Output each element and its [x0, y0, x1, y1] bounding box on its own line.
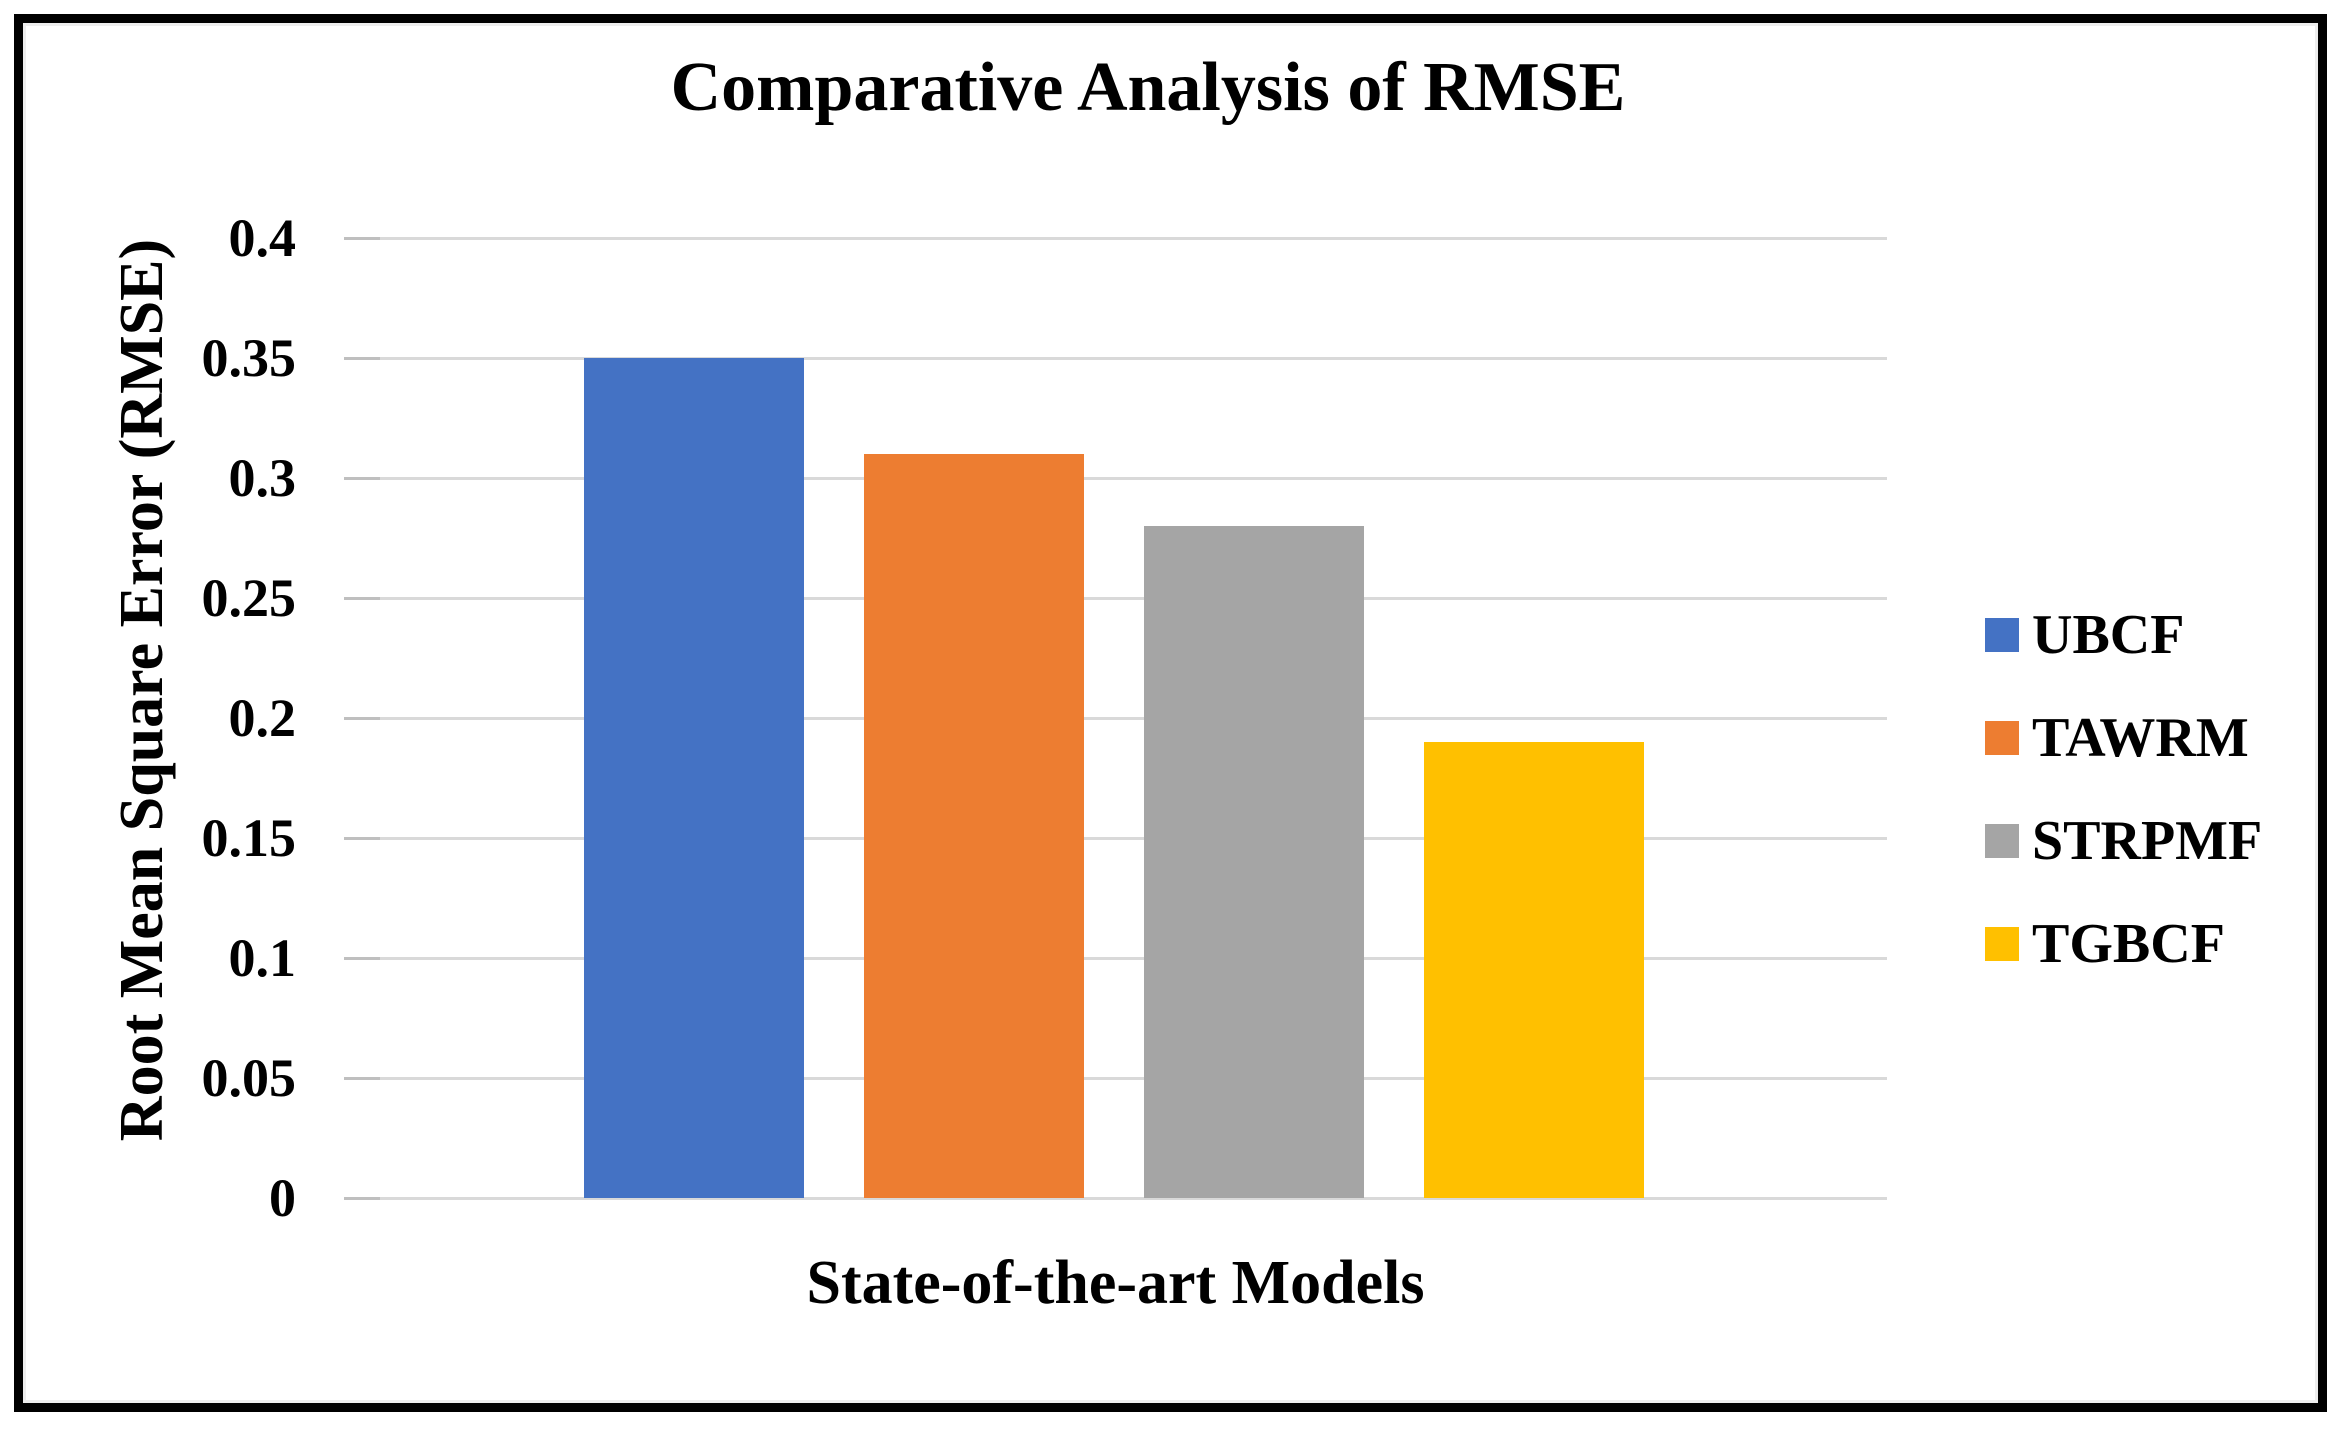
y-tick-label: 0.15 — [201, 808, 297, 868]
y-tick-mark — [344, 717, 380, 720]
plot-area — [344, 237, 1887, 1200]
gridline — [344, 237, 1887, 240]
y-tick-label: 0.4 — [228, 208, 297, 268]
y-tick-mark — [344, 237, 380, 240]
y-tick-mark — [344, 597, 380, 600]
y-tick-label: 0.25 — [201, 568, 297, 628]
figure-border — [14, 14, 2327, 1412]
gridline — [344, 357, 1887, 360]
legend-item-ubcf: UBCF — [1985, 604, 2262, 666]
y-tick-mark — [344, 1077, 380, 1080]
legend: UBCF TAWRM STRPMF TGBCF — [1985, 604, 2263, 975]
y-tick-mark — [344, 957, 380, 960]
x-axis-title: State-of-the-art Models — [806, 1249, 1425, 1317]
gridline — [344, 597, 1887, 600]
y-tick-label: 0.2 — [228, 688, 297, 748]
legend-swatch-ubcf — [1985, 618, 2019, 652]
legend-item-tgbcf: TGBCF — [1985, 913, 2262, 975]
y-tick-mark — [344, 477, 380, 480]
y-tick-label: 0.05 — [201, 1048, 297, 1108]
legend-swatch-strpmf — [1985, 824, 2019, 858]
y-tick-label: 0.3 — [228, 448, 297, 508]
gridline — [344, 477, 1887, 480]
chart-title: Comparative Analysis of RMSE — [670, 49, 1626, 126]
y-tick-label: 0.1 — [228, 928, 297, 988]
bar-strpmf — [1144, 526, 1364, 1198]
bar-tgbcf — [1424, 742, 1644, 1198]
y-tick-mark — [344, 1197, 380, 1200]
legend-label: UBCF — [2032, 604, 2185, 666]
y-tick-mark — [344, 837, 380, 840]
y-tick-label: 0 — [269, 1168, 296, 1228]
gridline — [344, 717, 1887, 720]
bar-tawrm — [864, 454, 1084, 1198]
gridline — [344, 957, 1887, 960]
y-tick-mark — [344, 357, 380, 360]
legend-swatch-tawrm — [1985, 721, 2019, 755]
legend-item-tawrm: TAWRM — [1985, 707, 2262, 769]
gridline — [344, 1077, 1887, 1080]
bar-ubcf — [584, 358, 804, 1198]
legend-item-strpmf: STRPMF — [1985, 810, 2263, 872]
legend-label: TAWRM — [2032, 707, 2249, 769]
legend-label: STRPMF — [2032, 810, 2263, 872]
legend-label: TGBCF — [2032, 913, 2225, 975]
legend-swatch-tgbcf — [1985, 927, 2019, 961]
y-tick-label: 0.35 — [201, 328, 297, 388]
gridline — [344, 1197, 1887, 1200]
gridline — [344, 837, 1887, 840]
